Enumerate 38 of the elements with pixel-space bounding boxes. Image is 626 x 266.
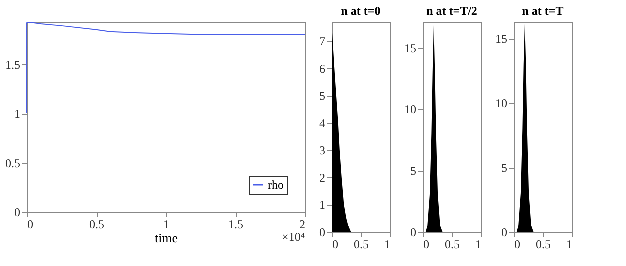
y-tick-label: 5 bbox=[410, 164, 416, 178]
x-tick-label: 0.5 bbox=[90, 218, 104, 232]
x-tick-label: 1 bbox=[476, 238, 482, 252]
y-tick-label: 5 bbox=[502, 161, 508, 176]
x-tick-label: 0.5 bbox=[354, 238, 369, 252]
x-tick-label: 0.5 bbox=[536, 238, 551, 252]
y-tick-label: 2 bbox=[320, 170, 326, 185]
x-tick-label: 1 bbox=[384, 238, 390, 252]
y-tick-label: 6 bbox=[320, 62, 326, 76]
y-tick-label: 1 bbox=[14, 107, 20, 122]
x-tick-label: 1.5 bbox=[228, 218, 244, 232]
x-tick-label: 0.5 bbox=[445, 238, 460, 252]
y-tick-label: 1.5 bbox=[6, 58, 20, 72]
y-tick-label: 7 bbox=[320, 34, 326, 49]
y-tick-label: 4 bbox=[320, 116, 326, 130]
x-axis-title: time bbox=[154, 230, 178, 246]
y-tick-label: 10 bbox=[496, 96, 508, 111]
y-tick-label: 5 bbox=[320, 89, 326, 104]
x-tick-label: 1 bbox=[164, 218, 170, 232]
y-tick-label: 0.5 bbox=[6, 156, 20, 170]
text: ×10⁴ bbox=[282, 230, 305, 244]
x-tick-label: 2 bbox=[300, 218, 306, 232]
y-tick-label: 0 bbox=[14, 206, 20, 220]
y-tick-label: 1 bbox=[320, 198, 326, 212]
x-tick-label: 0 bbox=[332, 238, 338, 252]
y-tick-label: 15 bbox=[496, 32, 508, 46]
legend-label: rho bbox=[268, 178, 284, 192]
line-series bbox=[26, 22, 306, 114]
chart-title: n at t=T bbox=[522, 4, 564, 18]
x-tick-label: 0 bbox=[28, 218, 34, 232]
chart-title: n at t=T/2 bbox=[426, 4, 478, 18]
y-tick-label: 3 bbox=[320, 144, 326, 158]
x-tick-label: 0 bbox=[424, 238, 430, 252]
chart-title: n at t=0 bbox=[341, 4, 381, 18]
y-tick-label: 15 bbox=[404, 41, 416, 56]
y-tick-label: 10 bbox=[404, 102, 416, 117]
x-tick-label: 1 bbox=[566, 238, 572, 252]
x-tick-label: 0 bbox=[514, 238, 520, 252]
